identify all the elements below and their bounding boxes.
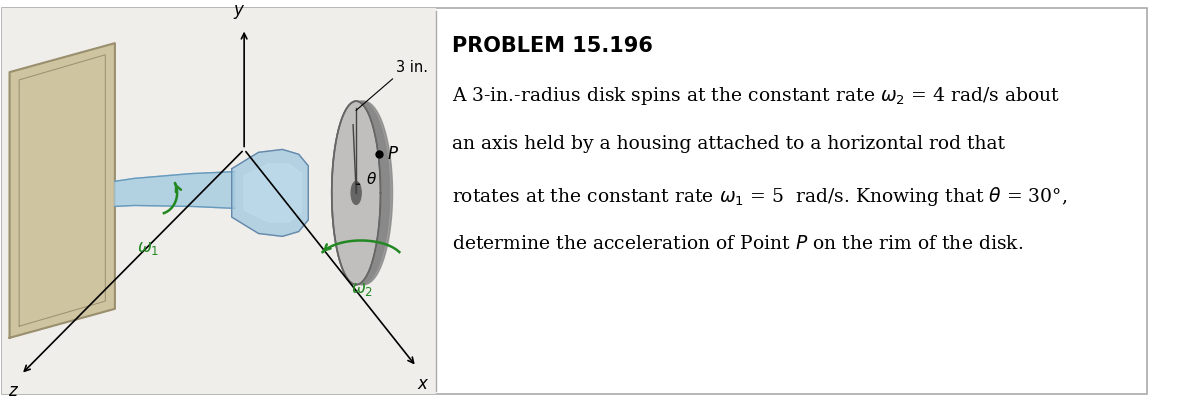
Text: $P$: $P$ bbox=[386, 145, 398, 163]
Text: $x$: $x$ bbox=[416, 374, 430, 393]
Text: rotates at the constant rate $\omega_1$ = 5  rad/s. Knowing that $\theta$ = 30°,: rotates at the constant rate $\omega_1$ … bbox=[452, 185, 1067, 208]
Text: an axis held by a housing attached to a horizontal rod that: an axis held by a housing attached to a … bbox=[452, 135, 1004, 153]
Polygon shape bbox=[332, 101, 390, 285]
Polygon shape bbox=[244, 164, 301, 222]
Text: $y$: $y$ bbox=[233, 3, 246, 21]
Text: A 3-in.-radius disk spins at the constant rate $\omega_2$ = 4 rad/s about: A 3-in.-radius disk spins at the constan… bbox=[452, 85, 1060, 107]
Text: PROBLEM 15.196: PROBLEM 15.196 bbox=[452, 36, 653, 56]
Polygon shape bbox=[232, 150, 308, 237]
FancyBboxPatch shape bbox=[2, 8, 436, 394]
Polygon shape bbox=[115, 172, 234, 208]
Text: $\omega_1$: $\omega_1$ bbox=[137, 239, 160, 257]
Polygon shape bbox=[335, 101, 392, 285]
Text: determine the acceleration of Point $P$ on the rim of the disk.: determine the acceleration of Point $P$ … bbox=[452, 235, 1024, 253]
Text: $z$: $z$ bbox=[8, 382, 19, 400]
Polygon shape bbox=[331, 101, 380, 285]
Text: $\theta$: $\theta$ bbox=[366, 171, 377, 187]
Text: $\omega_2$: $\omega_2$ bbox=[350, 280, 373, 298]
Ellipse shape bbox=[352, 181, 361, 204]
Polygon shape bbox=[331, 101, 380, 285]
Text: 3 in.: 3 in. bbox=[396, 60, 428, 75]
Polygon shape bbox=[10, 43, 115, 338]
FancyBboxPatch shape bbox=[2, 8, 1147, 394]
